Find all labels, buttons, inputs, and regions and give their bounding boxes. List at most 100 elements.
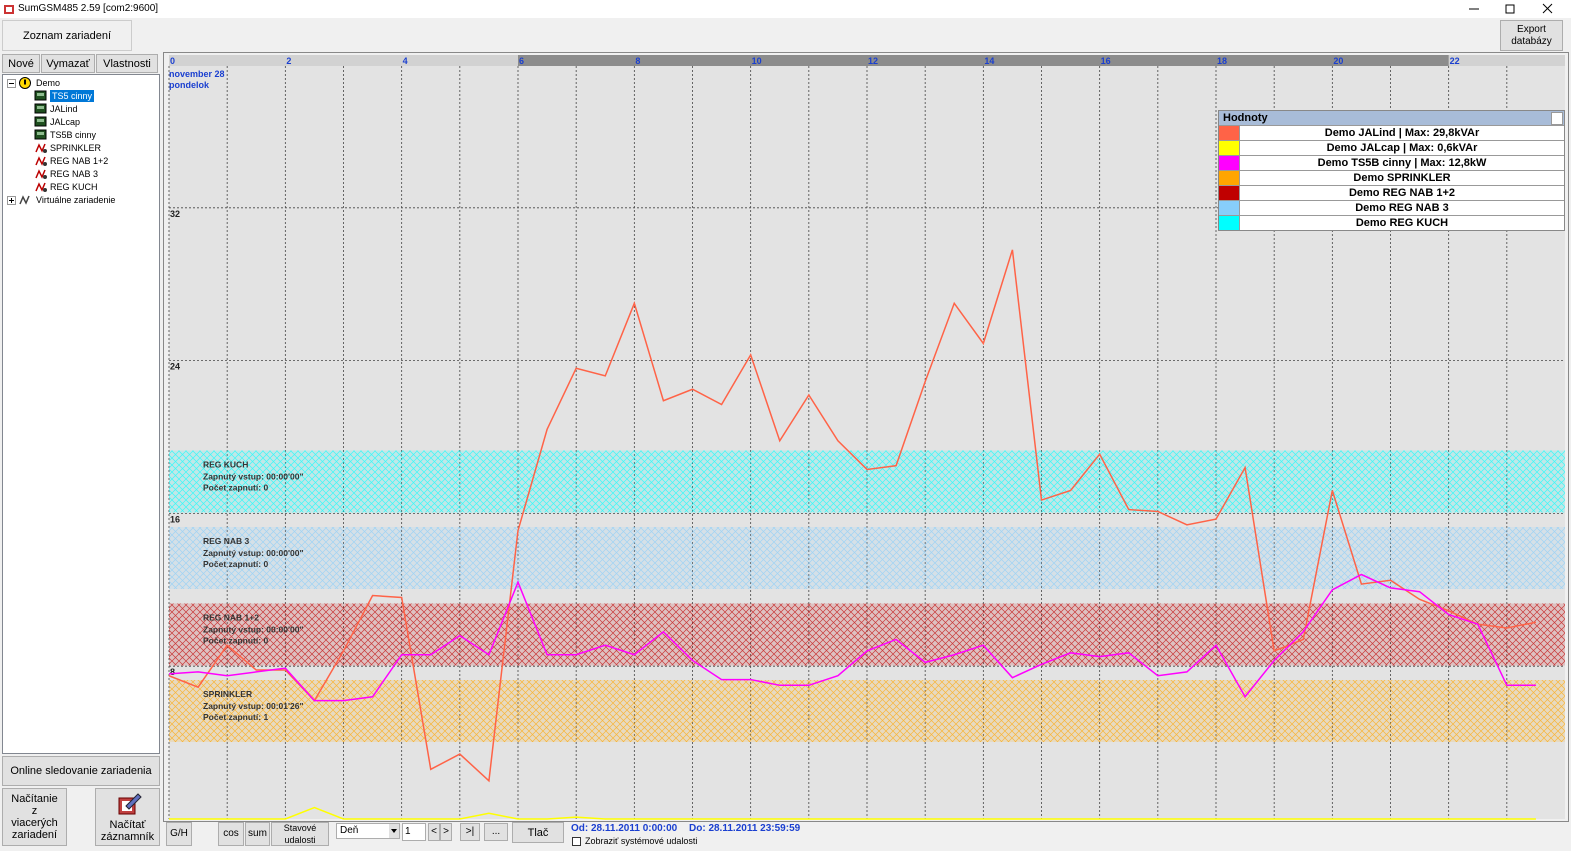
- load-log-button[interactable]: Načítať záznamník: [95, 788, 160, 846]
- status-band: [169, 450, 1565, 513]
- legend-entry: Demo REG NAB 1+2: [1219, 185, 1564, 200]
- band-label: Zapnutý vstup: 00:00'00": [203, 472, 304, 482]
- y-tick-label: 16: [170, 514, 180, 524]
- icon-dot: [43, 175, 47, 179]
- expander[interactable]: [7, 196, 16, 205]
- nav-button[interactable]: >|: [460, 823, 480, 841]
- x-tick-label: 16: [1101, 56, 1111, 66]
- icon-screen: [37, 93, 44, 96]
- icon-relay: [35, 182, 46, 192]
- range-from: Od: 28.11.2011 0:00:00: [571, 823, 678, 834]
- status-band: [169, 680, 1565, 742]
- tree-label[interactable]: Virtuálne zariadenie: [36, 195, 116, 205]
- multi-load-button[interactable]: Načítanie z viacerých zariadení: [2, 788, 67, 846]
- tree-label[interactable]: REG KUCH: [50, 182, 98, 192]
- nav-button[interactable]: ...: [484, 823, 508, 841]
- band-label: Počet zapnutí: 1: [203, 712, 268, 722]
- expander[interactable]: [7, 79, 16, 88]
- title-bar: SumGSM485 2.59 [com2:9600]: [0, 0, 1571, 18]
- x-tick-label: 18: [1217, 56, 1227, 66]
- legend-entry: Demo JALind | Max: 29,8kVAr: [1219, 125, 1564, 140]
- checkbox-label: Zobraziť systémové udalosti: [585, 836, 698, 846]
- export-button[interactable]: Export databázy: [1500, 20, 1563, 51]
- dropdown-arrow: [389, 824, 399, 838]
- period-select[interactable]: Deň: [336, 823, 400, 839]
- status-band: [169, 603, 1565, 666]
- log-icon: [118, 793, 142, 815]
- band-label: Zapnutý vstup: 00:00'00": [203, 625, 304, 635]
- tree-label[interactable]: REG NAB 1+2: [50, 156, 109, 166]
- tree-label[interactable]: JALcap: [50, 117, 81, 127]
- tree-icon: [34, 103, 47, 114]
- tree-icon: [35, 143, 47, 153]
- checkbox[interactable]: [572, 837, 581, 846]
- tree-label[interactable]: TS5 cinny: [50, 90, 95, 102]
- date-label: november 28: [169, 69, 225, 79]
- icon-relay: [35, 169, 46, 179]
- nav-button[interactable]: >: [440, 823, 452, 841]
- online-button[interactable]: Online sledovanie zariadenia: [2, 756, 160, 786]
- legend-text: Demo REG KUCH: [1239, 216, 1564, 230]
- tree-icon: [35, 169, 47, 179]
- tree-icon: [34, 90, 47, 101]
- legend-scroll[interactable]: [1551, 112, 1563, 125]
- band-label: Počet zapnutí: 0: [203, 559, 268, 569]
- legend-entry: Demo JALcap | Max: 0,6kVAr: [1219, 140, 1564, 155]
- load-log-label: Načítať záznamník: [100, 819, 155, 843]
- print-button[interactable]: Tlač: [512, 822, 564, 843]
- x-tick-label: 12: [868, 56, 878, 66]
- app-icon: [4, 5, 14, 14]
- sidebar-button[interactable]: Vlastnosti: [96, 54, 158, 73]
- icon-relay: [35, 156, 46, 166]
- icon-mark: [24, 79, 26, 85]
- tree-label[interactable]: Demo: [36, 78, 61, 88]
- arrow: [391, 829, 397, 833]
- nav-button[interactable]: <: [428, 823, 440, 841]
- device-tree: Demo TS5 cinny JALind JALcap TS5B cinny SPRIN…: [2, 74, 160, 754]
- band-label: SPRINKLER: [203, 689, 252, 699]
- weekday-label: pondelok: [169, 80, 210, 90]
- tree-label[interactable]: SPRINKLER: [50, 143, 102, 153]
- band-label: REG NAB 1+2: [203, 613, 259, 623]
- legend-swatch: [1219, 186, 1239, 200]
- x-tick-label: 10: [752, 56, 762, 66]
- period-value: Deň: [340, 825, 359, 836]
- header-band: [518, 55, 1449, 66]
- x-tick-label: 14: [984, 56, 994, 66]
- series-line: [169, 806, 1536, 820]
- bottom-button[interactable]: sum: [245, 822, 270, 846]
- y-tick-label: 24: [170, 362, 180, 372]
- bottom-button[interactable]: cos: [218, 822, 244, 846]
- x-tick-label: 0: [170, 56, 175, 66]
- sidebar-button[interactable]: Nové: [2, 54, 40, 73]
- legend-text: Demo SPRINKLER: [1239, 171, 1564, 185]
- sidebar-button[interactable]: Vymazať: [41, 54, 95, 73]
- tree-icon: [19, 195, 30, 205]
- tree-label[interactable]: REG NAB 3: [50, 169, 99, 179]
- tab[interactable]: Zoznam zariadení: [2, 20, 132, 51]
- legend-text: Demo REG NAB 3: [1239, 201, 1564, 215]
- range-to: Do: 28.11.2011 23:59:59: [689, 823, 801, 834]
- tree-label[interactable]: TS5B cinny: [50, 130, 97, 140]
- icon-virt: [19, 195, 30, 205]
- x-tick-label: 6: [519, 56, 524, 66]
- legend-entry: Demo SPRINKLER: [1219, 170, 1564, 185]
- icon-relay: [35, 143, 46, 153]
- legend-swatch: [1219, 216, 1239, 230]
- legend-entry: Demo TS5B cinny | Max: 12,8kW: [1219, 155, 1564, 170]
- tree-icon: [19, 77, 31, 89]
- tree-label[interactable]: JALind: [50, 104, 78, 114]
- x-tick-label: 20: [1333, 56, 1343, 66]
- x-tick-label: 4: [403, 56, 408, 66]
- bottom-button[interactable]: G/H: [166, 822, 192, 846]
- icon-screen: [37, 119, 44, 122]
- bottom-button[interactable]: Stavové udalosti: [271, 822, 329, 846]
- x-tick-label: 2: [286, 56, 291, 66]
- window-title: SumGSM485 2.59 [com2:9600]: [18, 3, 159, 14]
- chart-frame: [163, 52, 1569, 822]
- count-input[interactable]: 1: [402, 823, 426, 841]
- legend-title: Hodnoty: [1219, 111, 1564, 125]
- legend-swatch: [1219, 141, 1239, 155]
- window-controls[interactable]: [1455, 0, 1571, 18]
